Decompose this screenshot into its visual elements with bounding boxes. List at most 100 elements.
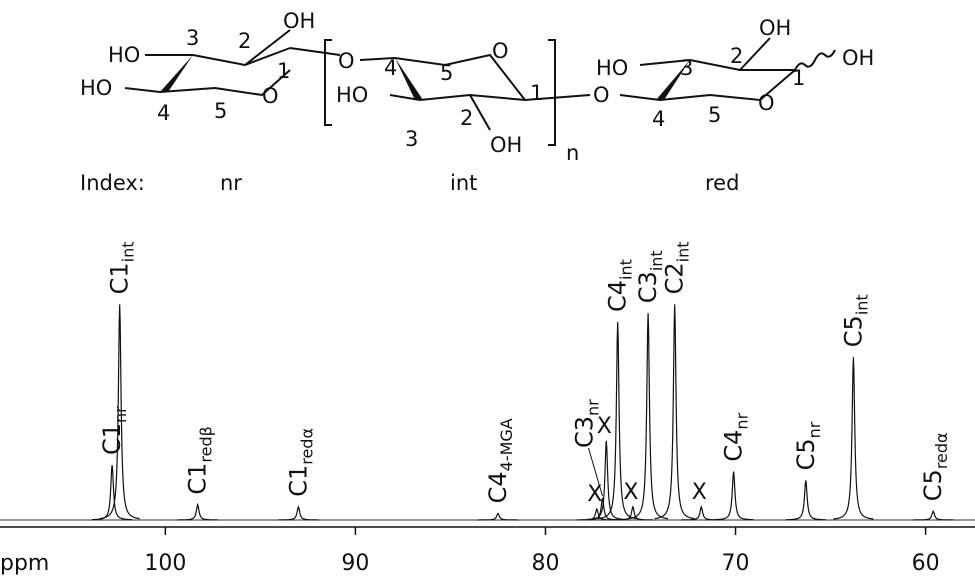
- structure-label: 4: [157, 101, 170, 125]
- structure-label: HO: [596, 56, 628, 80]
- peak: [681, 505, 722, 521]
- structure-label: 3: [680, 56, 693, 80]
- peak: [99, 304, 140, 520]
- structure-label: HO: [108, 43, 140, 67]
- structure-label: 5: [708, 103, 721, 127]
- x-tick-label: 70: [722, 551, 750, 576]
- peak-label: C44-MGA: [484, 418, 516, 503]
- peak-label: C4int: [604, 259, 636, 312]
- peak-label-sub: redα: [297, 428, 316, 465]
- peak-label: X: [692, 480, 707, 505]
- wedge: [656, 60, 690, 100]
- structure-label: HO: [336, 83, 368, 107]
- ring-bond: [619, 69, 796, 102]
- x-tick-label: 60: [912, 551, 940, 576]
- structure-label: 2: [238, 29, 251, 53]
- structure-bonds: [124, 29, 836, 146]
- peak: [833, 357, 874, 520]
- index-label: int: [450, 171, 477, 195]
- peak-label-sub: redβ: [197, 426, 216, 462]
- bracket: [548, 39, 556, 146]
- peak-label-main: C3: [570, 416, 598, 448]
- ring-bond: [359, 53, 526, 101]
- peak: [177, 502, 218, 521]
- wedge: [160, 55, 193, 92]
- wavy-bond: [794, 49, 836, 71]
- peak-label: C1nr: [98, 406, 130, 455]
- leader-line: [588, 447, 603, 497]
- peak: [713, 471, 754, 521]
- peak-label-sub: int: [852, 294, 871, 315]
- structure-label: O: [492, 39, 509, 63]
- peak-label: X: [623, 480, 638, 505]
- structure-label: OH: [283, 9, 315, 33]
- structure-label: 5: [440, 61, 453, 85]
- bond: [739, 37, 771, 71]
- structure-label: OH: [842, 46, 874, 70]
- peak-label: C3nr: [570, 399, 602, 448]
- spectrum: ppm 100 90 80 70 60C1nrC1intC1redβC1redαC44-…: [0, 242, 975, 576]
- peak: [612, 505, 653, 521]
- structure-label: n: [566, 141, 579, 165]
- structure-label: O: [262, 84, 279, 108]
- bond: [469, 94, 491, 131]
- peak-label: C2int: [661, 242, 693, 295]
- peak: [478, 512, 518, 521]
- ring-bond: [639, 58, 795, 71]
- peak-label-main: C2: [661, 262, 689, 294]
- structure-label: 5: [214, 99, 227, 123]
- x-tick-label: 80: [531, 551, 559, 576]
- peak-label-main: C5: [839, 315, 867, 347]
- peak-label: X: [587, 482, 602, 507]
- peak: [654, 304, 695, 520]
- peak-label-main: C1: [284, 465, 312, 497]
- structure-label: 2: [730, 44, 743, 68]
- index-label: red: [705, 171, 739, 195]
- peak-label: C1redβ: [184, 426, 216, 494]
- peak-label-main: C5: [919, 469, 947, 501]
- index-label: nr: [220, 171, 242, 195]
- bond: [244, 29, 291, 66]
- peak-label: C1int: [106, 242, 138, 295]
- peak-label: X: [597, 414, 612, 439]
- peak-label: C5nr: [792, 421, 824, 470]
- structure-label: HO: [80, 76, 112, 100]
- x-tick-label: 90: [341, 551, 369, 576]
- peak-label-main: C4: [484, 471, 512, 503]
- structure-label: 3: [405, 127, 418, 151]
- bond: [289, 47, 341, 56]
- structure-label: 1: [530, 81, 543, 105]
- peak-label-sub: redα: [932, 432, 951, 469]
- structure-label: 3: [186, 26, 199, 50]
- peak-label: C5int: [839, 294, 871, 347]
- peak: [91, 464, 133, 521]
- peak-label-main: C4: [720, 430, 748, 462]
- structure-label: O: [593, 83, 610, 107]
- peak-label-main: C1: [184, 463, 212, 495]
- peak-label-sub: int: [674, 242, 693, 263]
- peak-label-sub: nr: [733, 412, 752, 429]
- structure-label: 4: [652, 107, 665, 131]
- peak: [785, 480, 826, 521]
- peak-label-sub: nr: [583, 399, 602, 416]
- peak-label-sub: int: [647, 250, 666, 271]
- peak-label-sub: 4-MGA: [497, 418, 516, 471]
- structure-label: 1: [792, 66, 805, 90]
- x-tick-label: 100: [144, 551, 186, 576]
- structure-label: 1: [277, 59, 290, 83]
- peak-label-main: C5: [792, 438, 820, 470]
- peak-label-sub: int: [617, 259, 636, 280]
- ring-bond: [124, 69, 291, 97]
- structure-label: 2: [460, 106, 473, 130]
- peak-label-sub: nr: [805, 421, 824, 438]
- peak-label: C4nr: [720, 412, 752, 461]
- structure-label: O: [758, 91, 775, 115]
- x-axis-label: ppm: [0, 551, 49, 576]
- peak-label: C5redα: [919, 432, 951, 501]
- structure-label: OH: [759, 16, 791, 40]
- peak-label-main: C3: [634, 271, 662, 303]
- peak-label: C3int: [634, 250, 666, 303]
- structure-labels: HO 3 2 OH 1 HO 4 5 O O 4 5 O HO 1 3 2 OH n O HO 3 2 OH OH 1 4 5 O Ind…: [80, 9, 874, 195]
- ring-bond: [145, 47, 291, 67]
- peak: [278, 505, 319, 521]
